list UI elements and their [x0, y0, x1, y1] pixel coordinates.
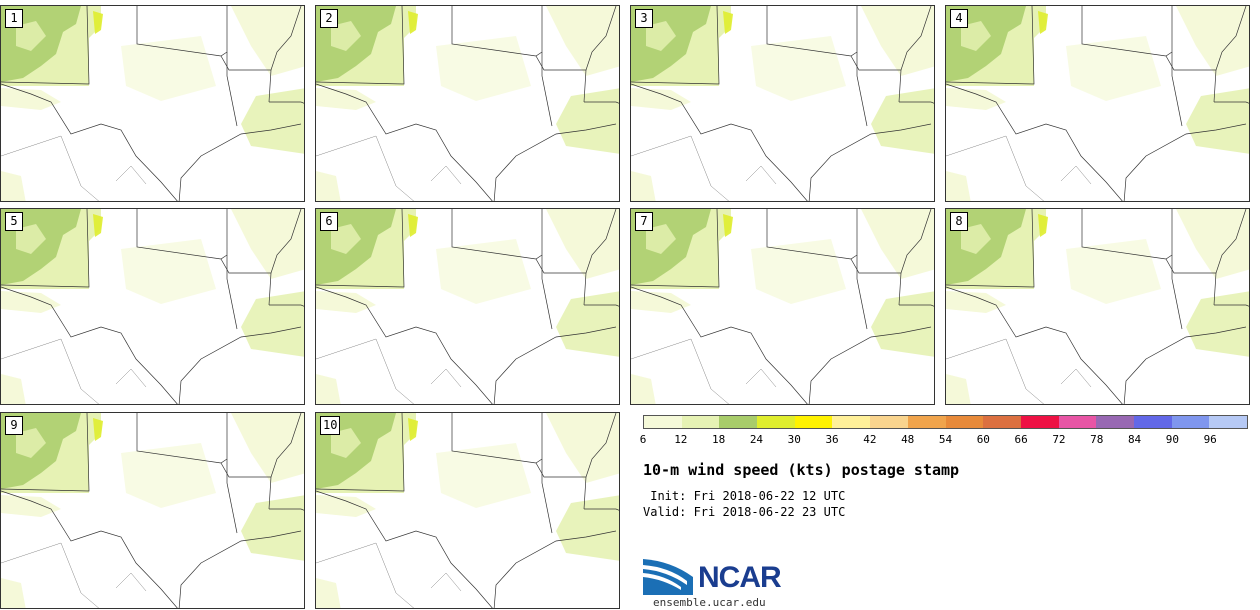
wind-speed-map [631, 6, 934, 201]
member-panel-10: 10 [315, 412, 620, 609]
colorbar-tick-label: 90 [1165, 433, 1179, 446]
colorbar-segment [1171, 416, 1210, 428]
wind-speed-map [946, 209, 1249, 404]
colorbar-segment [1133, 416, 1172, 428]
colorbar-tick-label: 36 [825, 433, 839, 446]
member-number: 5 [5, 212, 23, 231]
ncar-logo-text: NCAR [698, 561, 782, 594]
colorbar-segment [907, 416, 946, 428]
wind-speed-map [1, 209, 304, 404]
member-panel-2: 2 [315, 5, 620, 202]
member-panel-9: 9 [0, 412, 305, 609]
member-number: 9 [5, 416, 23, 435]
colorbar-segment [1058, 416, 1097, 428]
member-number: 7 [635, 212, 653, 231]
colorbar-tick-label: 6 [639, 433, 647, 446]
wind-speed-map [631, 209, 934, 404]
colorbar-tick-label: 78 [1090, 433, 1104, 446]
member-panel-3: 3 [630, 5, 935, 202]
colorbar-segment [794, 416, 833, 428]
colorbar-segment [644, 416, 682, 428]
ncar-logo [643, 559, 693, 595]
member-number: 3 [635, 9, 653, 28]
wind-speed-map [316, 209, 619, 404]
site-url: ensemble.ucar.edu [653, 596, 766, 609]
member-panel-8: 8 [945, 208, 1250, 405]
member-panel-1: 1 [0, 5, 305, 202]
wind-speed-map [946, 6, 1249, 201]
colorbar-tick-label: 24 [749, 433, 764, 446]
colorbar-tick-label: 96 [1203, 433, 1217, 446]
member-panel-7: 7 [630, 208, 935, 405]
valid-time: Valid: Fri 2018-06-22 23 UTC [643, 505, 846, 519]
colorbar-segment [870, 416, 908, 428]
wind-speed-map [316, 6, 619, 201]
colorbar-segment [1020, 416, 1059, 428]
colorbar-segment [945, 416, 984, 428]
colorbar-tick-label: 54 [938, 433, 953, 446]
colorbar-tick-label: 42 [863, 433, 877, 446]
member-panel-4: 4 [945, 5, 1250, 202]
colorbar-tick-label: 60 [976, 433, 990, 446]
member-number: 8 [950, 212, 968, 231]
member-panel-5: 5 [0, 208, 305, 405]
chart-title: 10-m wind speed (kts) postage stamp [643, 461, 960, 479]
colorbar-tick-label: 66 [1014, 433, 1028, 446]
colorbar-segment [832, 416, 871, 428]
member-number: 10 [320, 416, 341, 435]
colorbar-tick-label: 48 [901, 433, 915, 446]
colorbar-tick-label: 30 [787, 433, 801, 446]
member-number: 2 [320, 9, 338, 28]
colorbar-segment [757, 416, 795, 428]
init-time: Init: Fri 2018-06-22 12 UTC [643, 489, 846, 503]
colorbar-segment [719, 416, 758, 428]
colorbar-segment [1209, 416, 1247, 428]
member-panel-6: 6 [315, 208, 620, 405]
colorbar-tick-label: 72 [1052, 433, 1066, 446]
colorbar-tick-label: 18 [712, 433, 726, 446]
colorbar-tick-label: 12 [674, 433, 688, 446]
wind-speed-map [1, 6, 304, 201]
wind-speed-map [1, 413, 304, 608]
member-number: 1 [5, 9, 23, 28]
wind-speed-map [316, 413, 619, 608]
colorbar-tick-label: 84 [1127, 433, 1142, 446]
member-number: 6 [320, 212, 338, 231]
colorbar-segment [681, 416, 720, 428]
member-number: 4 [950, 9, 968, 28]
colorbar-segment [983, 416, 1021, 428]
wind-speed-colorbar [643, 415, 1248, 429]
colorbar-segment [1096, 416, 1134, 428]
